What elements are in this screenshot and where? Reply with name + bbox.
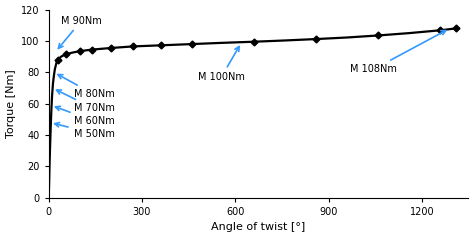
Text: M 90Nm: M 90Nm bbox=[58, 15, 102, 48]
Text: M 70Nm: M 70Nm bbox=[56, 90, 114, 114]
Text: M 80Nm: M 80Nm bbox=[58, 74, 114, 99]
Text: M 60Nm: M 60Nm bbox=[55, 106, 114, 126]
Text: M 108Nm: M 108Nm bbox=[350, 30, 446, 74]
Text: M 100Nm: M 100Nm bbox=[198, 46, 245, 82]
Text: M 50Nm: M 50Nm bbox=[55, 123, 114, 139]
X-axis label: Angle of twist [°]: Angle of twist [°] bbox=[211, 223, 306, 233]
Y-axis label: Torque [Nm]: Torque [Nm] bbox=[6, 69, 16, 138]
